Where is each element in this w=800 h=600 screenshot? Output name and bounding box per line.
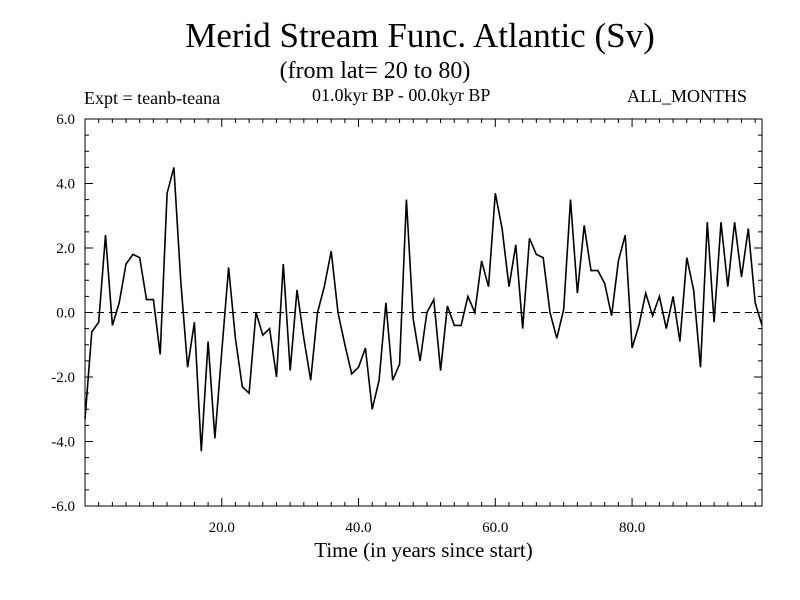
x-tick-label: 40.0 xyxy=(345,520,371,536)
y-tick-label: 2.0 xyxy=(56,241,75,257)
y-tick-label: -6.0 xyxy=(51,499,75,515)
y-tick-label: 6.0 xyxy=(56,112,75,128)
y-tick-label: 0.0 xyxy=(56,306,75,322)
x-tick-label: 60.0 xyxy=(482,520,508,536)
y-tick-label: 4.0 xyxy=(56,177,75,193)
chart-title: Merid Stream Func. Atlantic (Sv) xyxy=(185,16,655,55)
y-tick-label: -2.0 xyxy=(51,370,75,386)
x-tick-label: 80.0 xyxy=(619,520,645,536)
x-axis-label: Time (in years since start) xyxy=(314,538,533,562)
x-tick-label: 20.0 xyxy=(209,520,235,536)
chart-subtitle: (from lat= 20 to 80) xyxy=(279,58,471,84)
series-line xyxy=(84,167,763,452)
period-label: 01.0kyr BP - 00.0kyr BP xyxy=(312,85,491,105)
months-label: ALL_MONTHS xyxy=(627,86,747,106)
experiment-label: Expt = teanb-teana xyxy=(84,88,221,108)
y-tick-label: -4.0 xyxy=(51,435,75,451)
